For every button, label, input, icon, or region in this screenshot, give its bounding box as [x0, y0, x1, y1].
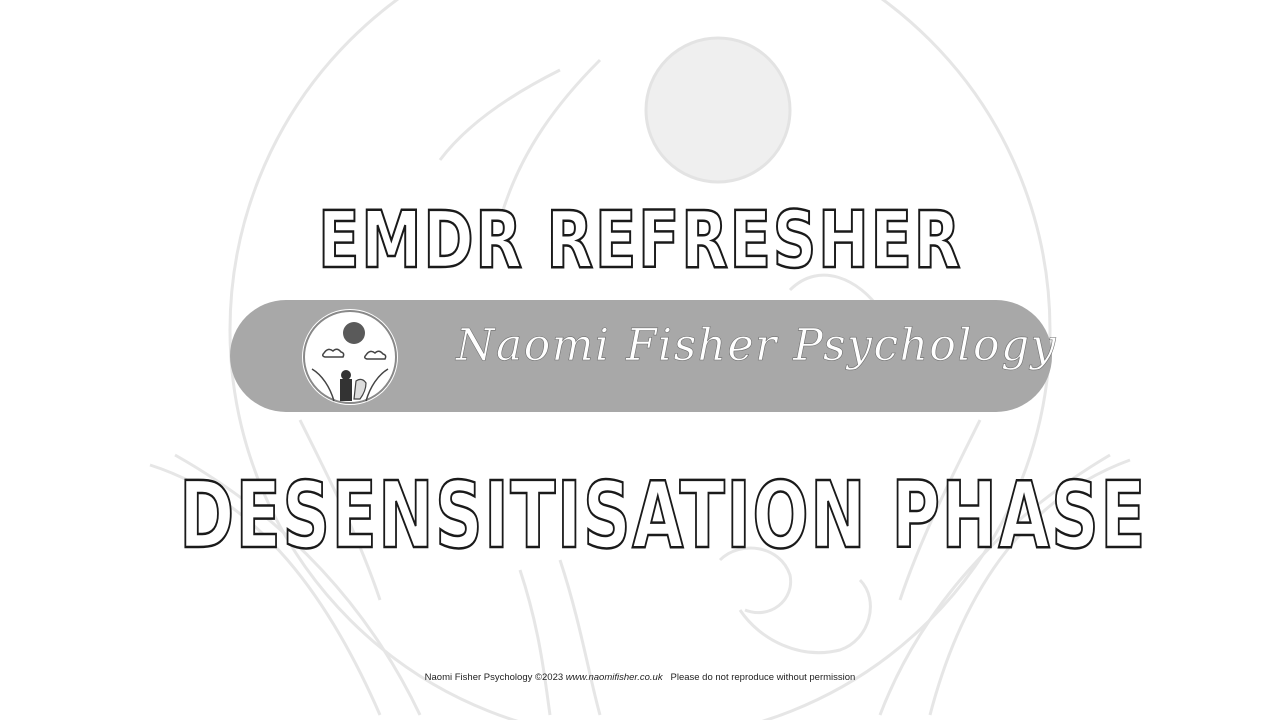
footer: Naomi Fisher Psychology ©2023 www.naomif…: [0, 672, 1280, 683]
brand-banner: Naomi Fisher Psychology: [230, 300, 1056, 412]
slide-title-bottom: DESENSITISATION PHASE: [178, 461, 1147, 571]
footer-url: www.naomifisher.co.uk: [565, 672, 663, 683]
footer-copyright: Naomi Fisher Psychology ©2023: [424, 672, 564, 683]
footer-notice: Please do not reproduce without permissi…: [670, 672, 856, 683]
naomi-fisher-logo-icon: [302, 309, 398, 405]
slide-title-top: EMDR REFRESHER: [317, 195, 962, 288]
brand-name: Naomi Fisher Psychology: [456, 320, 1057, 372]
